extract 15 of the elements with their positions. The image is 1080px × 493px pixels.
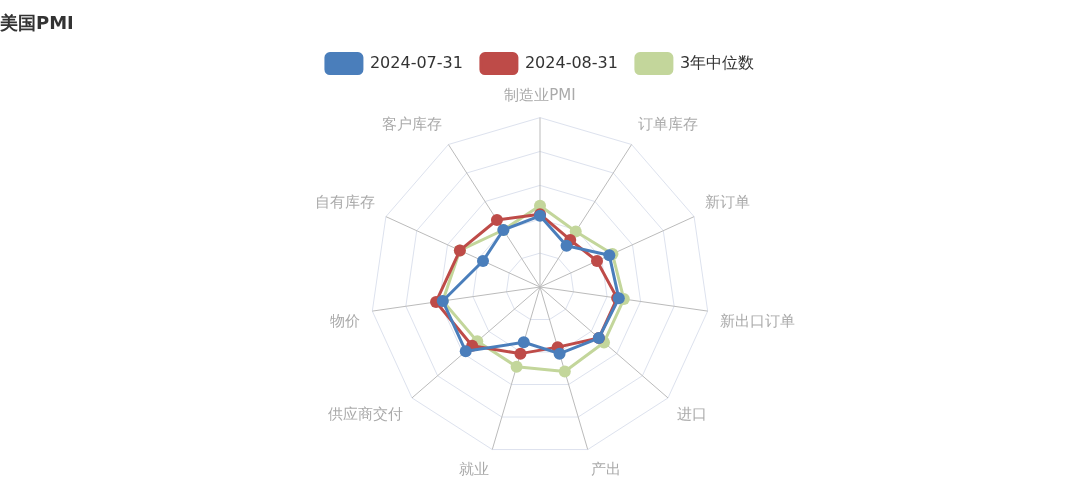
spoke-label: 订单库存 (638, 115, 699, 134)
legend-label: 2024-07-31 (369, 52, 463, 72)
spoke-label: 制造业PMI (504, 86, 576, 105)
legend-label: 2024-08-31 (524, 52, 618, 72)
spoke-label: 物价 (330, 311, 361, 330)
legend-label: 3年中位数 (679, 52, 755, 72)
spoke-label: 自有库存 (314, 192, 375, 211)
text: 美国PMI (0, 12, 74, 34)
spoke-label: 供应商交付 (327, 404, 403, 423)
spoke-label: 产出 (591, 459, 622, 478)
spoke-label: 新出口订单 (719, 311, 795, 330)
spoke-label: 客户库存 (381, 115, 442, 134)
spoke-label: 进口 (677, 404, 708, 423)
spoke-label: 新订单 (705, 192, 751, 211)
spoke-label: 就业 (458, 459, 489, 478)
